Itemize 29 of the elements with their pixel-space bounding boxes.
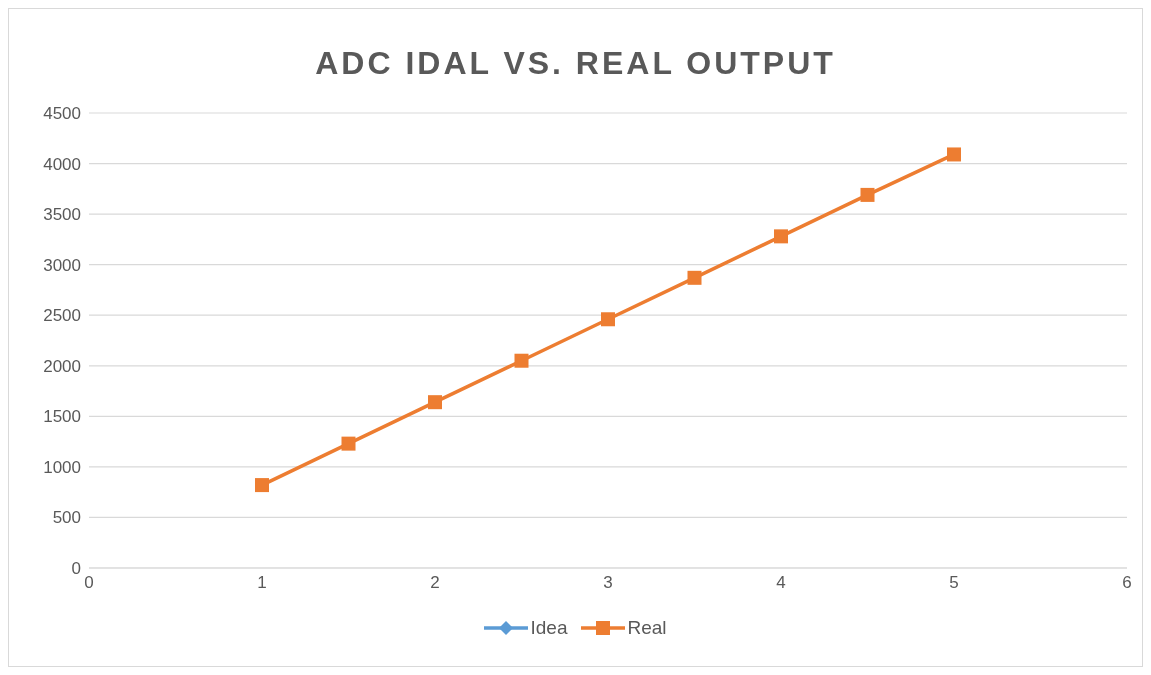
point bbox=[514, 353, 529, 368]
point bbox=[774, 229, 788, 244]
point bbox=[255, 478, 269, 493]
y-tick-label: 1500 bbox=[43, 407, 81, 427]
y-tick-label: 1000 bbox=[43, 457, 81, 477]
y-tick-label: 500 bbox=[52, 508, 81, 528]
point bbox=[860, 187, 875, 202]
y-tick-label: 0 bbox=[71, 559, 81, 579]
x-tick-label: 2 bbox=[430, 573, 440, 593]
point bbox=[687, 270, 702, 285]
y-tick-label: 4500 bbox=[43, 104, 81, 124]
x-tick-label: 1 bbox=[257, 573, 267, 593]
point bbox=[341, 436, 356, 451]
y-tick-label: 3500 bbox=[43, 205, 81, 225]
chart-title: ADC IDAL VS. REAL OUTPUT bbox=[314, 44, 837, 83]
x-tick-label: 6 bbox=[1122, 573, 1132, 593]
x-tick-label: 4 bbox=[776, 573, 786, 593]
point bbox=[601, 312, 615, 327]
legend-label: Idea bbox=[530, 617, 568, 639]
y-tick-label: 4000 bbox=[43, 154, 81, 174]
y-tick-label: 2500 bbox=[43, 306, 81, 326]
x-tick-label: 3 bbox=[603, 573, 613, 593]
y-tick-label: 3000 bbox=[43, 255, 81, 275]
point bbox=[947, 147, 961, 162]
y-tick-label: 2000 bbox=[43, 356, 81, 376]
point bbox=[428, 395, 442, 410]
x-tick-label: 0 bbox=[84, 573, 94, 593]
legend-label: Real bbox=[627, 617, 667, 639]
x-tick-label: 5 bbox=[949, 573, 959, 593]
